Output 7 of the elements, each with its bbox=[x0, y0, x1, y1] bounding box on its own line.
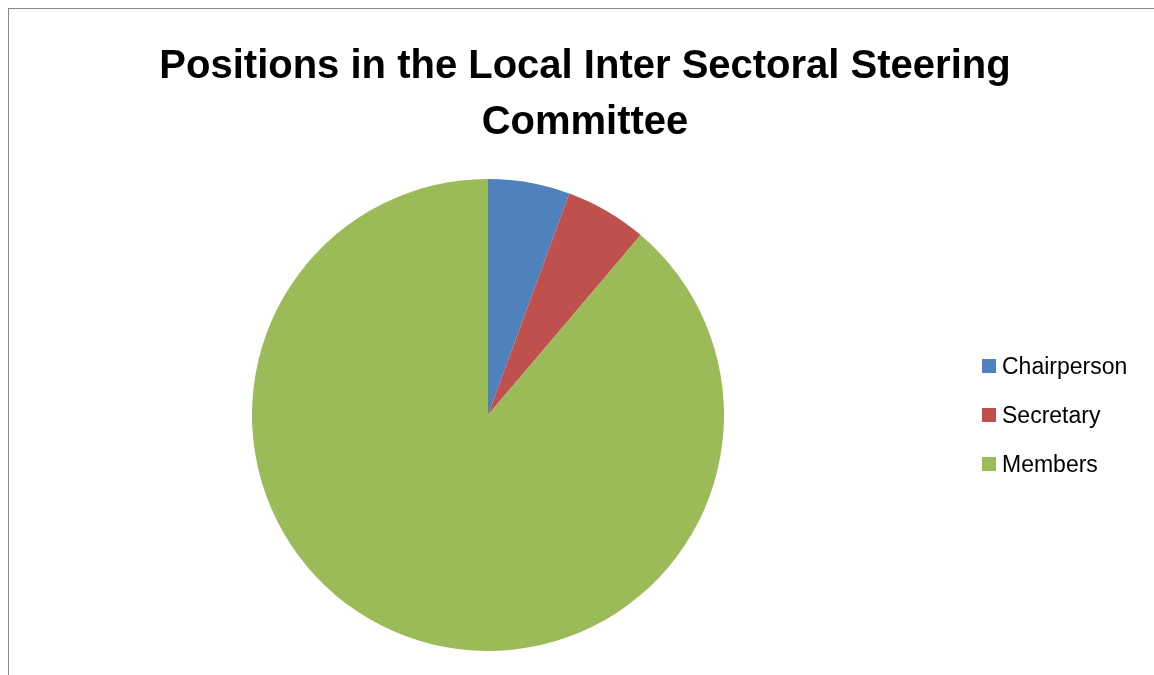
pie-slice bbox=[488, 193, 641, 415]
pie-slice bbox=[252, 179, 724, 651]
legend-label: Chairperson bbox=[1002, 353, 1128, 379]
legend-label: Members bbox=[1002, 451, 1098, 477]
pie-slice bbox=[488, 179, 570, 415]
legend-label: Secretary bbox=[1002, 402, 1101, 428]
chart-title: Positions in the Local Inter Sectoral Steering Committee bbox=[159, 42, 1011, 142]
